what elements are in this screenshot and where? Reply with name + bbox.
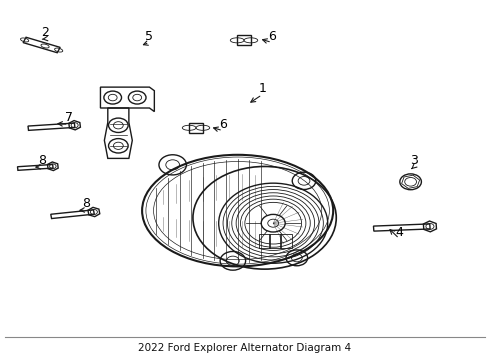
Text: 5: 5 <box>146 30 153 42</box>
Text: 3: 3 <box>410 154 418 167</box>
Text: 2: 2 <box>41 26 49 39</box>
Text: 6: 6 <box>219 118 227 131</box>
Text: 7: 7 <box>65 111 73 124</box>
Text: 8: 8 <box>82 197 90 210</box>
Text: 6: 6 <box>268 30 276 42</box>
Text: 4: 4 <box>395 226 403 239</box>
Text: 1: 1 <box>258 82 266 95</box>
Text: 2022 Ford Explorer Alternator Diagram 4: 2022 Ford Explorer Alternator Diagram 4 <box>139 343 351 354</box>
Text: 8: 8 <box>38 154 46 167</box>
